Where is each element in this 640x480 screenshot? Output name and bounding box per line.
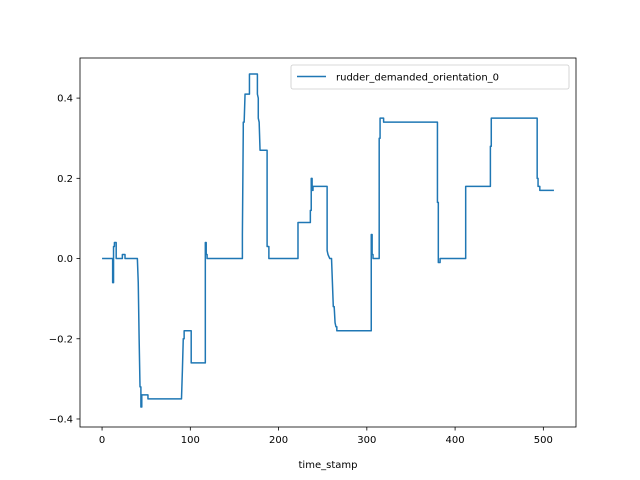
x-tick-label: 100	[181, 435, 200, 446]
x-tick-label: 300	[357, 435, 376, 446]
x-tick-label: 200	[269, 435, 288, 446]
x-tick-label: 500	[534, 435, 553, 446]
y-tick-label: 0.2	[57, 174, 73, 185]
y-tick-label: 0.4	[57, 94, 73, 105]
x-tick-label: 400	[446, 435, 465, 446]
legend: rudder_demanded_orientation_0	[290, 64, 570, 90]
series-line	[102, 73, 554, 408]
legend-label: rudder_demanded_orientation_0	[336, 73, 499, 84]
x-axis: 0 100 200 300 400 500	[99, 427, 553, 446]
legend-box	[290, 64, 570, 90]
x-axis-label: time_stamp	[299, 460, 358, 471]
y-tick-label: −0.4	[49, 414, 73, 425]
axes-frame	[79, 57, 577, 428]
y-tick-label: 0.0	[57, 254, 73, 265]
y-axis: −0.4 −0.2 0.0 0.2 0.4	[49, 94, 80, 425]
y-tick-label: −0.2	[49, 334, 73, 345]
x-tick-label: 0	[99, 435, 105, 446]
plot-area	[102, 73, 554, 408]
